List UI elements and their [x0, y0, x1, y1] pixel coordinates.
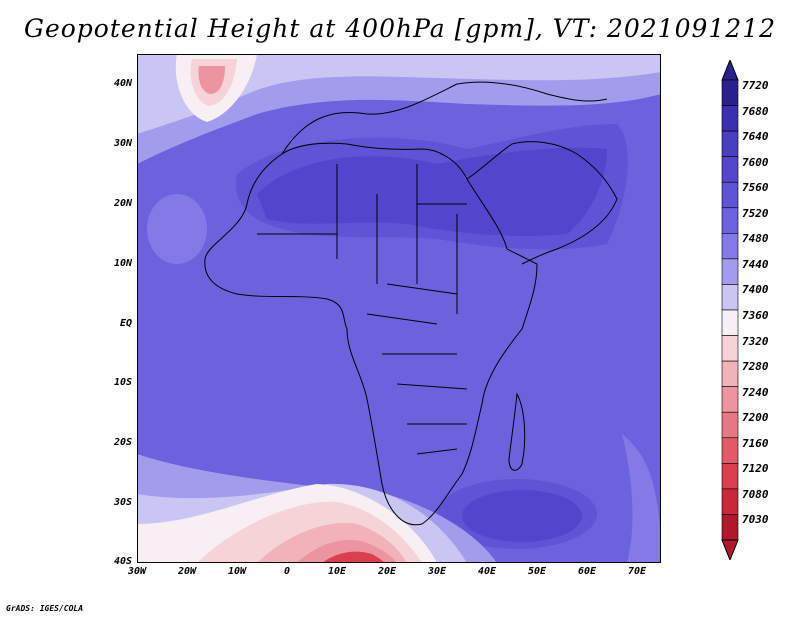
lon-label: 40E	[477, 566, 497, 577]
colorbar-level-label: 7280	[742, 360, 769, 374]
lon-label: 10E	[327, 566, 347, 577]
country-borders	[257, 164, 468, 455]
colorbar-level-label: 7480	[742, 232, 769, 246]
lon-label: 50E	[527, 566, 547, 577]
map-panel	[137, 54, 661, 563]
lon-label: 30W	[127, 566, 147, 577]
colorbar-level-label: 7680	[742, 104, 769, 118]
colorbar-swatch	[721, 437, 739, 464]
colorbar-swatch	[721, 335, 739, 362]
colorbar-swatch	[721, 79, 739, 106]
colorbar-level-label: 7600	[742, 155, 769, 169]
lat-label: 30N	[113, 138, 132, 149]
colorbar-level-label: 7080	[742, 487, 769, 501]
colorbar-swatch	[721, 360, 739, 387]
lon-label: 30E	[427, 566, 447, 577]
colorbar-top-arrow	[721, 60, 739, 81]
colorbar-swatch	[721, 463, 739, 490]
latitude-axis: 40N 30N 20N 10N EQ 10S 20S 30S 40S	[90, 54, 132, 569]
colorbar-swatch	[721, 207, 739, 234]
field-high-sahara-core	[257, 147, 607, 236]
colorbar-level-label: 7360	[742, 309, 769, 322]
colorbar-level-label: 7160	[742, 436, 769, 450]
lon-label: 10W	[227, 566, 247, 577]
colorbar-level-label: 7640	[742, 130, 769, 144]
lat-label: 10N	[113, 258, 132, 269]
field-south-red-core	[322, 551, 385, 563]
lat-label: EQ	[119, 318, 132, 329]
lat-label: 40S	[113, 556, 132, 567]
lat-label: 10S	[113, 377, 132, 388]
colorbar-level-label: 7520	[742, 206, 769, 220]
colorbar-swatch	[721, 514, 739, 541]
colorbar-level-label: 7200	[742, 411, 769, 425]
africa-coastline	[204, 142, 538, 526]
colorbar-swatch	[721, 181, 739, 209]
colorbar-level-label: 7320	[742, 334, 769, 348]
field-east-light	[622, 434, 661, 563]
credit-text: GrADS: IGES/COLA	[6, 604, 84, 613]
colorbar: 7720 7680 7640 7600 7560 7520 7480 7440 7400 7360…	[720, 60, 800, 560]
madagascar-coastline	[508, 392, 526, 471]
colorbar-swatch	[721, 411, 739, 439]
colorbar-level-label: 7560	[742, 181, 769, 195]
lon-label: 20W	[177, 566, 197, 577]
colorbar-level-label: 7120	[742, 462, 769, 476]
colorbar-level-label: 7030	[742, 513, 769, 527]
colorbar-swatch	[721, 105, 739, 132]
field-atlantic-light	[147, 194, 207, 264]
colorbar-swatch	[721, 284, 739, 311]
chart-title: Geopotential Height at 400hPa [gpm], VT:…	[23, 14, 777, 43]
field-contour-north-lighter	[137, 54, 661, 134]
lon-label: 0	[283, 566, 291, 577]
colorbar-swatch	[721, 258, 739, 285]
colorbar-swatch	[721, 386, 739, 413]
lon-label: 60E	[577, 566, 597, 577]
field-high-indian-core	[462, 490, 582, 542]
lat-label: 40N	[113, 78, 132, 89]
mediterranean-coast	[281, 81, 608, 155]
lat-label: 20S	[113, 437, 132, 448]
coastlines	[204, 81, 618, 526]
colorbar-swatch	[721, 156, 739, 183]
colorbar-level-label: 7240	[742, 385, 769, 399]
colorbar-swatch	[721, 130, 739, 157]
lat-label: 20N	[113, 198, 132, 209]
colorbar-bottom-arrow	[721, 539, 739, 560]
longitude-axis: 30W 20W 10W 0 10E 20E 30E 40E 50E 60E 70…	[128, 566, 667, 582]
colorbar-swatches	[721, 60, 739, 560]
field-low-north-core	[198, 66, 225, 94]
lat-label: 30S	[113, 497, 132, 508]
colorbar-level-label: 7400	[742, 283, 769, 297]
colorbar-swatch	[721, 233, 739, 260]
arabia-coast	[466, 141, 618, 265]
colorbar-swatch	[721, 309, 739, 336]
colorbar-swatch	[721, 488, 739, 515]
lon-label: 20E	[377, 566, 397, 577]
colorbar-level-label: 7720	[742, 79, 769, 92]
colorbar-level-label: 7440	[742, 257, 769, 271]
map-border	[137, 54, 661, 563]
lon-label: 70E	[627, 566, 647, 577]
